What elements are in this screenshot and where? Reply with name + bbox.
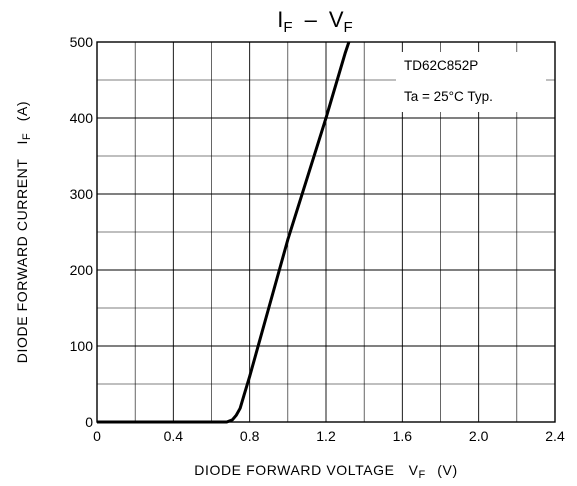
tick-labels: 0 0.4 0.8 1.2 1.6 2.0 2.4 0 100 200 300 400 500 [70,34,565,444]
y-tick-label: 100 [70,338,94,354]
y-tick-label: 400 [70,110,94,126]
annotation-box [396,52,546,112]
y-axis-label: DIODE FORWARD CURRENTIF(A) [14,101,33,363]
x-tick-label: 2.4 [545,428,565,444]
x-tick-label: 0.8 [240,428,260,444]
y-tick-label: 500 [70,34,94,50]
x-tick-label: 0.4 [164,428,184,444]
x-axis-label: DIODE FORWARD VOLTAGE VF (V) [194,462,457,481]
x-tick-label: 0 [93,428,101,444]
y-tick-label: 200 [70,262,94,278]
x-tick-label: 1.2 [316,428,336,444]
x-tick-label: 2.0 [469,428,489,444]
annotation-condition: Ta = 25°C Typ. [404,89,493,104]
chart-title: IF – VF [277,7,352,36]
series-line-if-vf [97,41,351,424]
x-tick-label: 1.6 [393,428,413,444]
annotation-part-number: TD62C852P [404,58,478,73]
plot-frame [96,41,556,423]
y-tick-label: 300 [70,186,94,202]
y-tick-label: 0 [85,414,93,430]
